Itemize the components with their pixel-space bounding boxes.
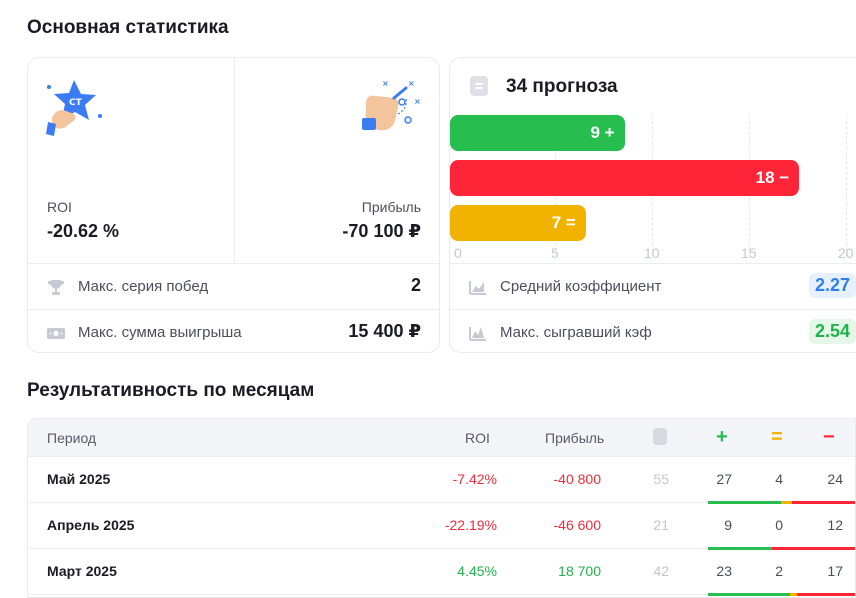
main-stats-title: Основная статистика (27, 17, 229, 38)
profit-value: -70 100 ₽ (342, 221, 421, 241)
max-coef-label: Макс. сыгравший кэф (500, 324, 652, 341)
th-profit[interactable]: Прибыль (545, 430, 605, 446)
svg-text:CT: CT (69, 98, 83, 108)
roi-profit-panel (28, 58, 439, 264)
seg-wins (708, 501, 782, 504)
win-streak-label: Макс. серия побед (78, 278, 209, 295)
cell-total: 55 (653, 471, 669, 487)
bar-draws: 7 = (450, 205, 586, 241)
th-wins[interactable]: + (716, 426, 728, 448)
x-tick-label: 0 (454, 245, 462, 261)
cell-roi: -22.19% (444, 517, 497, 533)
profit-label: Прибыль (361, 199, 421, 215)
roi-value: -20.62 % (47, 221, 120, 241)
cell-draws: 2 (775, 563, 783, 579)
table-row[interactable]: Май 2025 -7.42% -40 800 55 27 4 24 (28, 457, 855, 504)
tactics-hand-illustration: × × × (358, 78, 428, 138)
cell-period: Май 2025 (47, 471, 111, 487)
cash-icon (46, 323, 66, 343)
cell-wins: 23 (716, 563, 732, 579)
max-win-row: Макс. сумма выигрыша 15 400 ₽ (28, 309, 439, 352)
cell-total: 42 (653, 563, 669, 579)
x-tick-label: 20 (838, 245, 854, 261)
bar-losses: 18 − (450, 160, 800, 196)
th-losses[interactable]: − (823, 426, 835, 448)
divider (234, 58, 235, 264)
cell-period: Апрель 2025 (47, 517, 135, 533)
max-coef-row: Макс. сыгравший кэф 2.54 (450, 309, 856, 352)
x-tick-label: 10 (644, 245, 660, 261)
avg-coef-label: Средний коэффициент (500, 278, 662, 295)
win-streak-value: 2 (410, 275, 421, 295)
table-row[interactable]: Апрель 2025 -22.19% -46 600 21 9 0 12 (28, 503, 855, 550)
seg-losses (796, 593, 855, 596)
avg-coef-badge: 2.27 (808, 273, 856, 298)
table-header: Период ROI Прибыль + = − (28, 419, 855, 457)
trophy-icon (46, 277, 66, 297)
cell-losses: 12 (827, 517, 843, 533)
cell-profit: -46 600 (553, 517, 601, 533)
seg-wins (708, 547, 772, 550)
chart-area-icon (468, 277, 488, 297)
avg-coef-row: Средний коэффициент 2.27 (450, 264, 856, 309)
th-roi[interactable]: ROI (465, 430, 490, 446)
forecasts-card: 34 прогноза 0 5 10 15 20 9 + 18 − 7 = Средний к… (449, 57, 856, 353)
x-tick-label: 15 (741, 245, 757, 261)
forecasts-title: 34 прогноза (506, 76, 618, 97)
grid-line (846, 116, 847, 256)
cell-losses: 17 (827, 563, 843, 579)
monthly-table: Период ROI Прибыль + = − Май 2025 -7.42% -… (27, 418, 856, 598)
cell-wins: 27 (716, 471, 732, 487)
cell-roi: -7.42% (452, 471, 497, 487)
seg-draws (789, 593, 797, 596)
table-row[interactable]: Март 2025 4.45% 18 700 42 23 2 17 (28, 549, 855, 596)
cell-draws: 0 (775, 517, 783, 533)
svg-text:×: × (408, 79, 415, 88)
cell-period: Март 2025 (47, 563, 117, 579)
cell-profit: -40 800 (553, 471, 601, 487)
seg-draws (781, 501, 792, 504)
seg-wins (708, 593, 790, 596)
main-stats-card: CT × × × ROI -20.62 % Прибыль -70 100 ₽ … (27, 57, 440, 353)
seg-losses (771, 547, 855, 550)
max-coef-badge: 2.54 (808, 319, 856, 344)
cell-draws: 4 (775, 471, 783, 487)
svg-text:×: × (382, 79, 389, 88)
cell-losses: 24 (827, 471, 843, 487)
th-period[interactable]: Период (47, 430, 97, 446)
max-win-label: Макс. сумма выигрыша (78, 324, 242, 341)
x-tick-label: 5 (551, 245, 559, 261)
svg-text:×: × (414, 97, 421, 106)
cell-roi: 4.45% (457, 563, 497, 579)
seg-losses (791, 501, 855, 504)
forecast-list-icon (470, 76, 488, 96)
cell-total: 21 (653, 517, 669, 533)
cell-wins: 9 (724, 517, 732, 533)
cell-profit: 18 700 (558, 563, 601, 579)
bar-wins: 9 + (450, 115, 625, 151)
max-win-value: 15 400 ₽ (348, 321, 421, 341)
th-draws[interactable]: = (771, 426, 783, 448)
total-forecasts-icon (653, 428, 667, 445)
roi-label: ROI (47, 199, 72, 215)
monthly-title: Результативность по месяцам (27, 380, 315, 401)
forecast-bar-chart: 0 5 10 15 20 9 + 18 − 7 = (450, 58, 856, 264)
win-streak-row: Макс. серия побед 2 (28, 264, 439, 309)
star-hand-illustration: CT (44, 78, 112, 138)
chart-peak-icon (468, 323, 488, 343)
